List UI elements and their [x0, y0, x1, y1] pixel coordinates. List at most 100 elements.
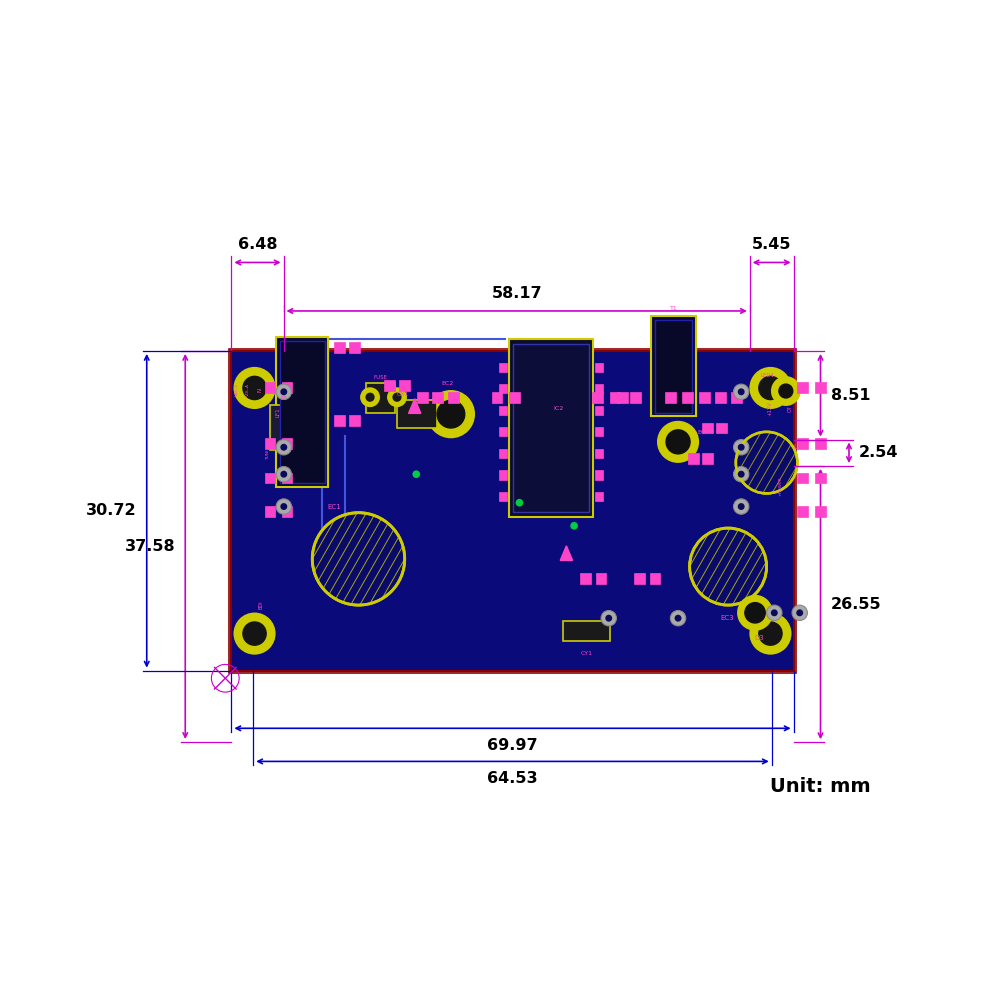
Polygon shape [409, 399, 421, 413]
Text: +POWER: +POWER [778, 476, 782, 496]
Bar [349, 342, 360, 353]
Bar [492, 392, 502, 403]
Text: LF1: LF1 [275, 407, 280, 417]
Circle shape [365, 393, 375, 402]
Bar [349, 415, 360, 426]
Circle shape [516, 499, 523, 507]
Circle shape [570, 522, 578, 530]
Circle shape [738, 388, 745, 395]
Circle shape [745, 603, 765, 623]
Bar [231, 351, 794, 671]
Bar [499, 449, 507, 458]
Circle shape [280, 388, 287, 395]
Circle shape [280, 444, 287, 451]
Text: Unit: mm: Unit: mm [770, 777, 871, 796]
Bar [617, 392, 628, 403]
Bar [595, 449, 603, 458]
Bar [702, 423, 713, 433]
Bar [595, 384, 603, 393]
Circle shape [276, 499, 292, 514]
Bar [499, 470, 507, 480]
Circle shape [738, 471, 745, 478]
Bar [688, 453, 699, 464]
Bar [699, 392, 710, 403]
Circle shape [771, 609, 778, 616]
Bar [399, 380, 410, 391]
Circle shape [750, 614, 790, 654]
Text: EC3: EC3 [720, 615, 734, 621]
Bar [563, 621, 610, 641]
Circle shape [666, 430, 690, 454]
Bar [282, 382, 292, 393]
Circle shape [235, 368, 275, 408]
Circle shape [733, 466, 749, 482]
Bar [499, 363, 507, 372]
Circle shape [750, 368, 790, 408]
Circle shape [601, 610, 616, 626]
Bar [499, 406, 507, 415]
Text: VOL-A: VOL-A [246, 383, 250, 396]
Text: 5.45: 5.45 [752, 237, 791, 252]
Bar [595, 406, 603, 415]
Bar [650, 573, 660, 584]
Bar [282, 506, 292, 517]
Circle shape [767, 605, 782, 620]
Circle shape [738, 503, 745, 510]
Circle shape [675, 615, 682, 622]
Bar [532, 393, 586, 424]
Bar [595, 470, 603, 480]
Text: VAC-S: VAC-S [235, 383, 239, 396]
Circle shape [388, 388, 406, 406]
Circle shape [759, 622, 782, 645]
Circle shape [658, 422, 698, 462]
Bar [513, 344, 589, 512]
Circle shape [412, 470, 420, 478]
Circle shape [733, 384, 749, 400]
Text: 64.53: 64.53 [487, 771, 538, 786]
Text: 26.55: 26.55 [831, 597, 881, 612]
Text: 30.72: 30.72 [86, 503, 137, 518]
Text: L1: L1 [794, 444, 802, 450]
Circle shape [276, 384, 292, 400]
Text: +12V: +12V [767, 401, 772, 416]
Circle shape [738, 596, 772, 630]
Bar [815, 473, 826, 483]
Bar [702, 453, 713, 464]
Text: LED1: LED1 [760, 373, 775, 378]
Text: P1: P1 [281, 396, 288, 401]
Circle shape [312, 513, 405, 605]
Bar [797, 506, 808, 517]
Bar [665, 392, 676, 403]
Circle shape [733, 440, 749, 455]
Bar [282, 473, 292, 483]
Circle shape [772, 377, 800, 405]
Text: TUNI: TUNI [266, 450, 270, 460]
Bar [270, 405, 299, 450]
Bar [595, 492, 603, 501]
Bar [265, 506, 275, 517]
Bar [432, 392, 443, 403]
Circle shape [733, 499, 749, 514]
Bar [280, 341, 325, 483]
Circle shape [361, 388, 379, 406]
Bar [595, 363, 603, 372]
Bar [815, 438, 826, 449]
Circle shape [243, 622, 266, 645]
Text: OT: OT [787, 405, 792, 412]
Circle shape [428, 391, 474, 437]
Circle shape [670, 610, 686, 626]
Circle shape [779, 384, 793, 398]
Bar [797, 382, 808, 393]
Text: 8.51: 8.51 [831, 388, 870, 403]
Bar [334, 415, 345, 426]
Bar [595, 427, 603, 436]
Bar [265, 473, 275, 483]
Text: FUSE: FUSE [374, 375, 388, 380]
Circle shape [605, 615, 612, 622]
Bar [682, 392, 693, 403]
Bar [797, 438, 808, 449]
Text: D3: D3 [754, 635, 764, 641]
Polygon shape [560, 546, 573, 560]
Bar [797, 473, 808, 483]
Bar [366, 383, 395, 413]
